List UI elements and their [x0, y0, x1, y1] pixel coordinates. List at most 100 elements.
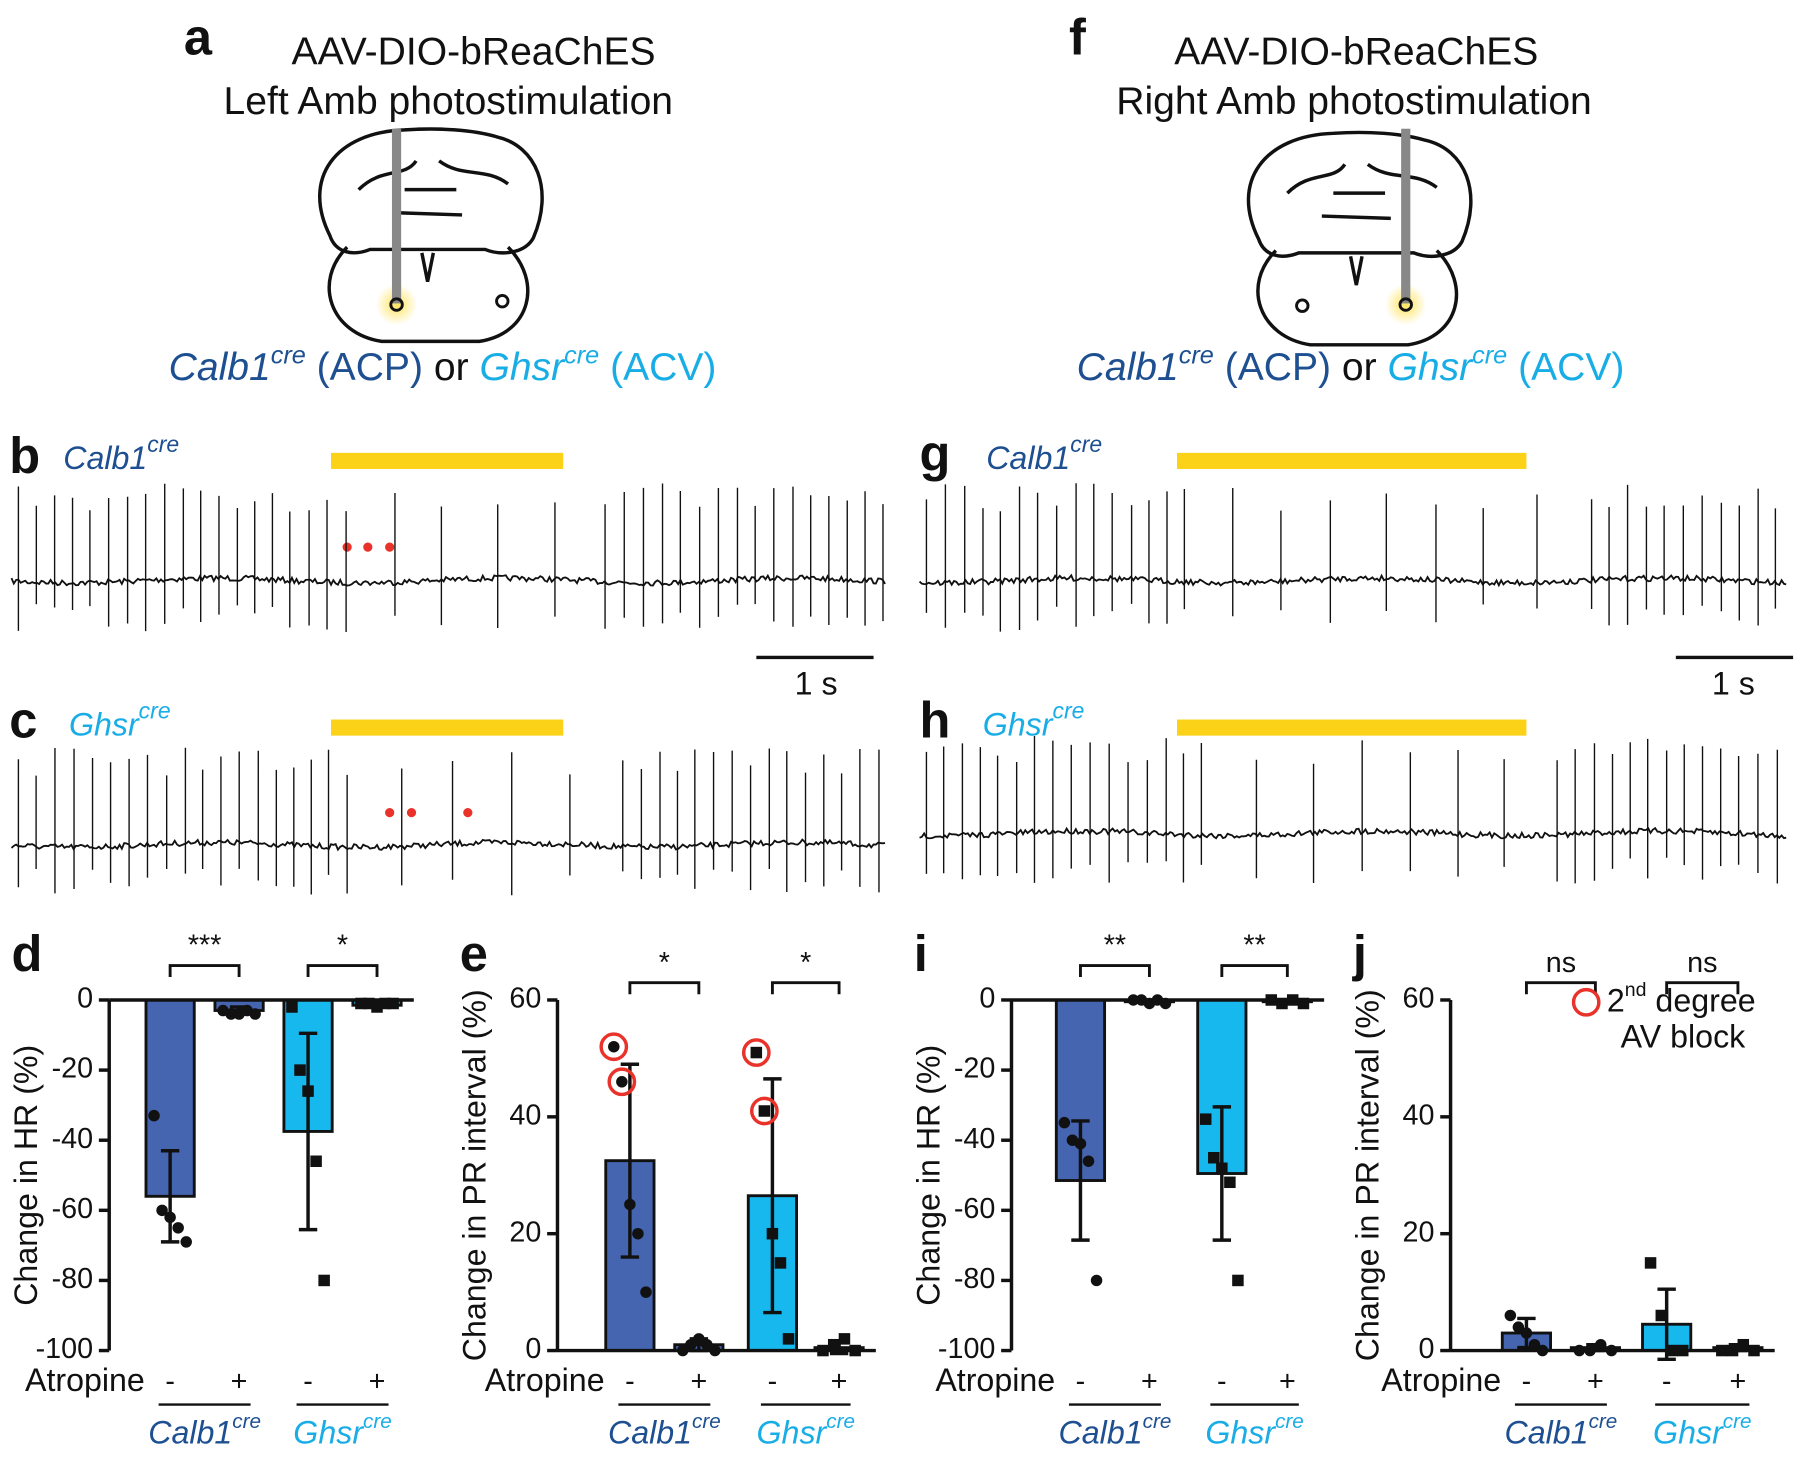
group-label: Ghsrcre — [1653, 1410, 1751, 1450]
genotype-line: Calb1cre (ACP) or Ghsrcre (ACV) — [169, 341, 717, 389]
red-dot — [385, 808, 395, 818]
superscript: cre — [826, 1410, 855, 1433]
y-axis-label: Change in HR (%) — [8, 1045, 44, 1306]
y-tick-label: -20 — [954, 1053, 996, 1085]
significance-bracket — [168, 964, 241, 977]
data-point — [1216, 1162, 1228, 1175]
y-tick-label: -100 — [938, 1333, 995, 1365]
amb-site — [1398, 297, 1413, 312]
amb-site — [389, 297, 404, 312]
superscript: cre — [564, 341, 599, 369]
x-tick-label: + — [231, 1365, 248, 1397]
x-axis-label: Atropine — [1381, 1362, 1501, 1398]
y-tick-label: -40 — [954, 1123, 996, 1155]
data-point — [640, 1286, 652, 1298]
superscript: cre — [1143, 1410, 1172, 1433]
superscript: cre — [363, 1410, 392, 1433]
title-line: Right Amb photostimulation — [1116, 80, 1592, 123]
data-point — [1528, 1338, 1541, 1351]
optic-fiber — [1401, 128, 1411, 304]
data-point — [172, 1222, 184, 1234]
data-point — [782, 1333, 795, 1345]
ecg-spikes — [17, 747, 880, 896]
significance-label: ns — [1687, 947, 1717, 979]
data-point — [1595, 1338, 1607, 1351]
genotype: Ghsr — [1387, 346, 1474, 389]
data-point — [1232, 1274, 1244, 1287]
y-tick-label: 20 — [1403, 1216, 1435, 1248]
significance-bracket — [1079, 964, 1151, 977]
trace-label: Calb1cre — [63, 431, 179, 475]
or: or — [1331, 346, 1387, 389]
superscript: cre — [232, 1410, 261, 1433]
data-point — [693, 1333, 705, 1345]
ecg-baseline — [919, 826, 1787, 840]
superscript: cre — [1275, 1410, 1304, 1433]
red-dot — [363, 542, 373, 552]
panel-label: a — [184, 9, 213, 66]
superscript: nd — [1625, 979, 1647, 1001]
ecg-baseline — [918, 573, 1787, 588]
x-axis-label: Atropine — [935, 1362, 1055, 1398]
data-point — [318, 1274, 330, 1287]
data-point — [1276, 997, 1288, 1010]
y-tick-label: -60 — [52, 1193, 94, 1225]
genotype: Calb1 — [148, 1414, 232, 1450]
genotype-suffix: (ACP) — [1214, 346, 1331, 389]
data-point — [766, 1227, 779, 1240]
genotype-suffix: (ACV) — [599, 346, 716, 389]
group-label: Calb1cre — [608, 1410, 721, 1450]
data-point — [302, 1085, 314, 1097]
data-point — [294, 1064, 306, 1076]
legend-text: AV block — [1621, 1019, 1746, 1055]
red-dot — [463, 808, 473, 818]
panel-label: e — [460, 925, 488, 982]
panel-label: i — [914, 925, 928, 982]
superscript: cre — [1070, 431, 1102, 457]
genotype: Ghsr — [757, 1414, 828, 1450]
panel-label: d — [12, 925, 43, 982]
y-tick-label: 40 — [509, 1099, 541, 1131]
legend-text: degree — [1647, 982, 1756, 1018]
genotype: Calb1 — [1505, 1414, 1589, 1450]
significance-label: *** — [188, 930, 222, 962]
genotype: Ghsr — [69, 706, 140, 742]
superscript: cre — [1052, 698, 1084, 724]
group-label: Calb1cre — [1505, 1410, 1618, 1450]
data-point — [1074, 1137, 1087, 1150]
significance-bracket — [1220, 964, 1289, 977]
data-point — [1224, 1176, 1236, 1189]
optic-fiber — [391, 128, 402, 304]
x-tick-label: - — [1076, 1365, 1086, 1397]
y-axis-label: Change in PR interval (%) — [457, 989, 493, 1361]
significance-label: ** — [1243, 930, 1265, 962]
data-point — [156, 1204, 168, 1217]
superscript: cre — [271, 341, 306, 369]
panel-label: h — [920, 691, 951, 748]
genotype: Calb1 — [169, 346, 271, 389]
data-point — [1199, 1113, 1212, 1125]
data-point — [286, 1001, 298, 1013]
genotype: Ghsr — [1653, 1414, 1724, 1450]
error-bar — [763, 1077, 782, 1315]
x-tick-label: + — [1587, 1365, 1604, 1397]
superscript: cre — [1589, 1410, 1618, 1433]
data-point — [1655, 1309, 1668, 1322]
group-label: Ghsrcre — [1205, 1410, 1303, 1450]
y-tick-label: -100 — [36, 1333, 93, 1365]
superscript: cre — [139, 698, 171, 724]
data-point — [827, 1338, 840, 1351]
genotype: Ghsr — [983, 706, 1054, 742]
data-point — [1512, 1321, 1525, 1333]
red-dot — [385, 542, 395, 552]
genotype: Calb1 — [986, 439, 1070, 475]
genotype: Ghsr — [479, 346, 566, 389]
group-label: Calb1cre — [1059, 1410, 1172, 1450]
x-tick-label: + — [1141, 1365, 1158, 1397]
stim-bar — [1177, 719, 1527, 736]
data-point — [774, 1257, 787, 1269]
data-point — [838, 1333, 851, 1345]
significance-bracket — [1665, 981, 1740, 995]
panel-label: g — [920, 425, 951, 482]
legend-text: 2 — [1607, 982, 1625, 1018]
